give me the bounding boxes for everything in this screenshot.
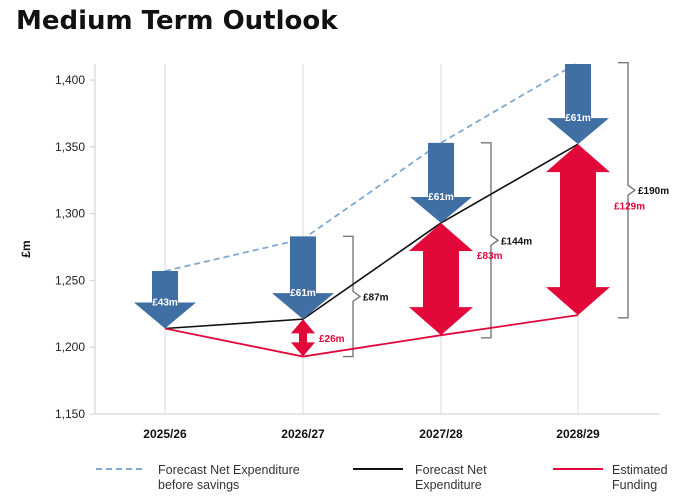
y-tick-label: 1,400 — [55, 73, 85, 87]
legend-label-2: Expenditure — [415, 478, 482, 492]
bracket-2027/28 — [481, 142, 500, 339]
legend-label-2: Forecast Net — [415, 463, 487, 477]
gap-arrow-2026/27 — [291, 319, 315, 357]
legend-label-3: Estimated — [612, 463, 668, 477]
series-line-2 — [164, 143, 579, 330]
axis-layer: 1,150 1,200 1,250 1,300 1,350 1,400 £m 2025/26 2… — [19, 64, 660, 441]
legend-label-1: before savings — [158, 478, 239, 492]
savings-arrow-2026/27 — [272, 236, 334, 320]
y-tick-label: 1,150 — [55, 407, 85, 421]
savings-arrow-2027/28 — [410, 142, 472, 223]
legend-label-3: Funding — [612, 478, 657, 492]
line-layer — [164, 61, 579, 358]
series-line-3 — [164, 314, 579, 358]
series-line-1 — [164, 61, 579, 272]
gap-arrow-label-2027/28: £83m — [477, 251, 503, 262]
savings-arrow-label-2028/29: £61m — [565, 113, 591, 124]
y-tick-label: 1,300 — [55, 207, 85, 221]
savings-arrow-label-2027/28: £61m — [428, 192, 454, 203]
legend-label-1: Forecast Net Expenditure — [158, 463, 300, 477]
x-tick-label: 2028/29 — [556, 427, 600, 441]
y-tick-label: 1,200 — [55, 340, 85, 354]
gap-arrow-label-2028/29: £129m — [614, 202, 645, 213]
chart-title: Medium Term Outlook — [16, 6, 338, 36]
gap-arrow-2027/28 — [409, 222, 473, 336]
y-tick-label: 1,350 — [55, 140, 85, 154]
bracket-label-2028/29: £190m — [638, 186, 669, 197]
bracket-2028/29 — [618, 61, 637, 319]
bracket-2026/27 — [343, 235, 362, 358]
savings-arrow-2025/26 — [134, 271, 196, 329]
brace-layer: £87m £144m £190m — [343, 61, 669, 358]
y-axis-label: £m — [19, 240, 33, 257]
savings-arrow-label-2025/26: £43m — [152, 298, 178, 309]
arrow-layer: £43m £61m £61m £61m £26m £83m £129m — [134, 64, 645, 357]
bracket-label-2026/27: £87m — [363, 292, 389, 303]
y-tick-label: 1,250 — [55, 273, 85, 287]
gap-arrow-label-2026/27: £26m — [319, 334, 345, 345]
x-tick-label: 2025/26 — [143, 427, 187, 441]
bracket-label-2027/28: £144m — [501, 236, 532, 247]
x-tick-label: 2027/28 — [419, 427, 463, 441]
savings-arrow-label-2026/27: £61m — [290, 288, 316, 299]
gap-arrow-2028/29 — [546, 144, 610, 316]
x-tick-label: 2026/27 — [281, 427, 325, 441]
savings-arrow-2028/29 — [547, 64, 609, 145]
